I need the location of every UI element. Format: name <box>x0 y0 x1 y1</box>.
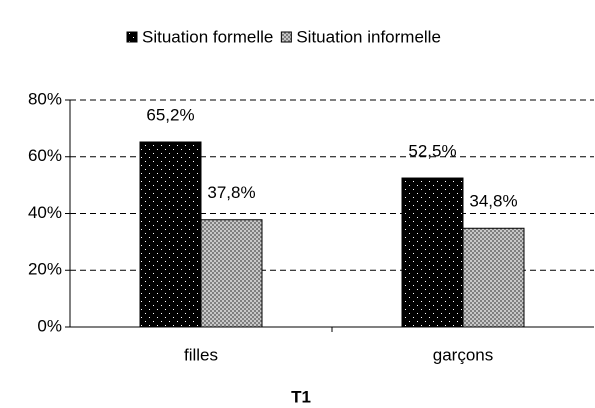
y-tick-label: 40% <box>28 203 62 222</box>
y-tick-label: 0% <box>37 316 62 335</box>
value-label: 34,8% <box>469 192 517 211</box>
x-tick-label: garçons <box>433 345 493 364</box>
value-label: 65,2% <box>146 105 194 124</box>
y-tick-label: 20% <box>28 260 62 279</box>
y-tick-label: 80% <box>28 89 62 108</box>
value-label: 37,8% <box>207 183 255 202</box>
legend-label: Situation informelle <box>296 27 441 46</box>
legend-swatch <box>126 31 138 43</box>
bar <box>462 227 525 328</box>
bar <box>139 141 202 328</box>
legend-label: Situation formelle <box>142 27 273 46</box>
bar <box>401 177 464 328</box>
y-tick-label: 60% <box>28 146 62 165</box>
bar <box>200 219 263 328</box>
x-tick-label: filles <box>184 345 218 364</box>
value-label: 52,5% <box>408 142 456 161</box>
legend-swatch <box>280 31 292 43</box>
x-axis-label: T1 <box>291 387 311 406</box>
